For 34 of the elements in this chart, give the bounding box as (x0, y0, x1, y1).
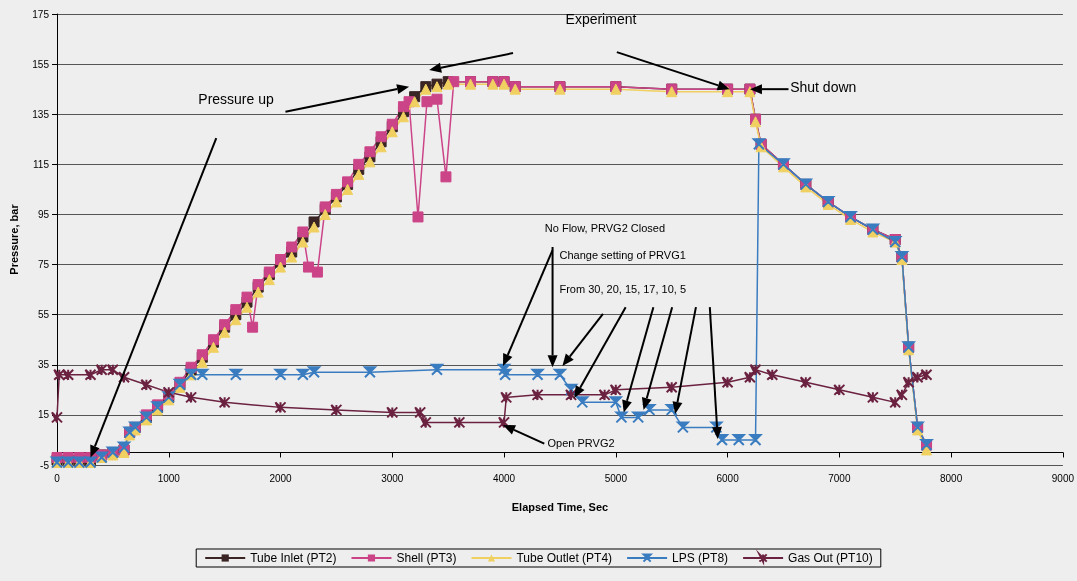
y-tick-label: 35 (37, 359, 50, 371)
x-axis-title: Elapsed Time, Sec (511, 500, 609, 513)
y-tick-label: 75 (37, 259, 50, 271)
x-tick-label: 4000 (492, 472, 516, 484)
x-tick-label: 8000 (939, 472, 963, 484)
y-tick-label: 135 (32, 108, 50, 120)
x-tick-label: 1000 (157, 472, 181, 484)
x-tick-label: 7000 (828, 472, 851, 484)
y-tick-label: 155 (32, 58, 50, 70)
annotation: Experiment (565, 10, 637, 27)
y-tick-label: 115 (33, 158, 50, 170)
x-tick-label: 2000 (269, 472, 293, 484)
y-tick-label: 175 (32, 8, 50, 20)
x-tick-label: 6000 (716, 472, 740, 484)
x-tick-label: 9000 (1051, 472, 1075, 484)
annotation: Change setting of PRVG1 (559, 248, 686, 261)
legend-label: Shell (PT3) (396, 551, 457, 565)
annotation: Shut down (790, 78, 857, 95)
annotation: From 30, 20, 15, 17, 10, 5 (559, 283, 687, 296)
legend-label: Tube Outlet (PT4) (516, 551, 613, 565)
legend-label: Tube Inlet (PT2) (250, 551, 337, 565)
y-tick-label: 55 (37, 309, 50, 321)
y-axis-title: Pressure, bar (7, 203, 20, 275)
legend-label: Gas Out (PT10) (788, 551, 873, 565)
y-tick-label: 15 (37, 409, 50, 421)
x-tick-label: 5000 (604, 472, 628, 484)
legend-label: LPS (PT8) (672, 551, 729, 565)
y-tick-label: -5 (40, 459, 50, 471)
annotation: Open PRVG2 (547, 436, 615, 449)
annotation: Pressure up (198, 90, 274, 107)
x-tick-label: 3000 (381, 472, 404, 484)
x-tick-label: 0 (54, 472, 61, 484)
y-tick-label: 95 (37, 208, 50, 220)
annotation: No Flow, PRVG2 Closed (544, 222, 666, 235)
